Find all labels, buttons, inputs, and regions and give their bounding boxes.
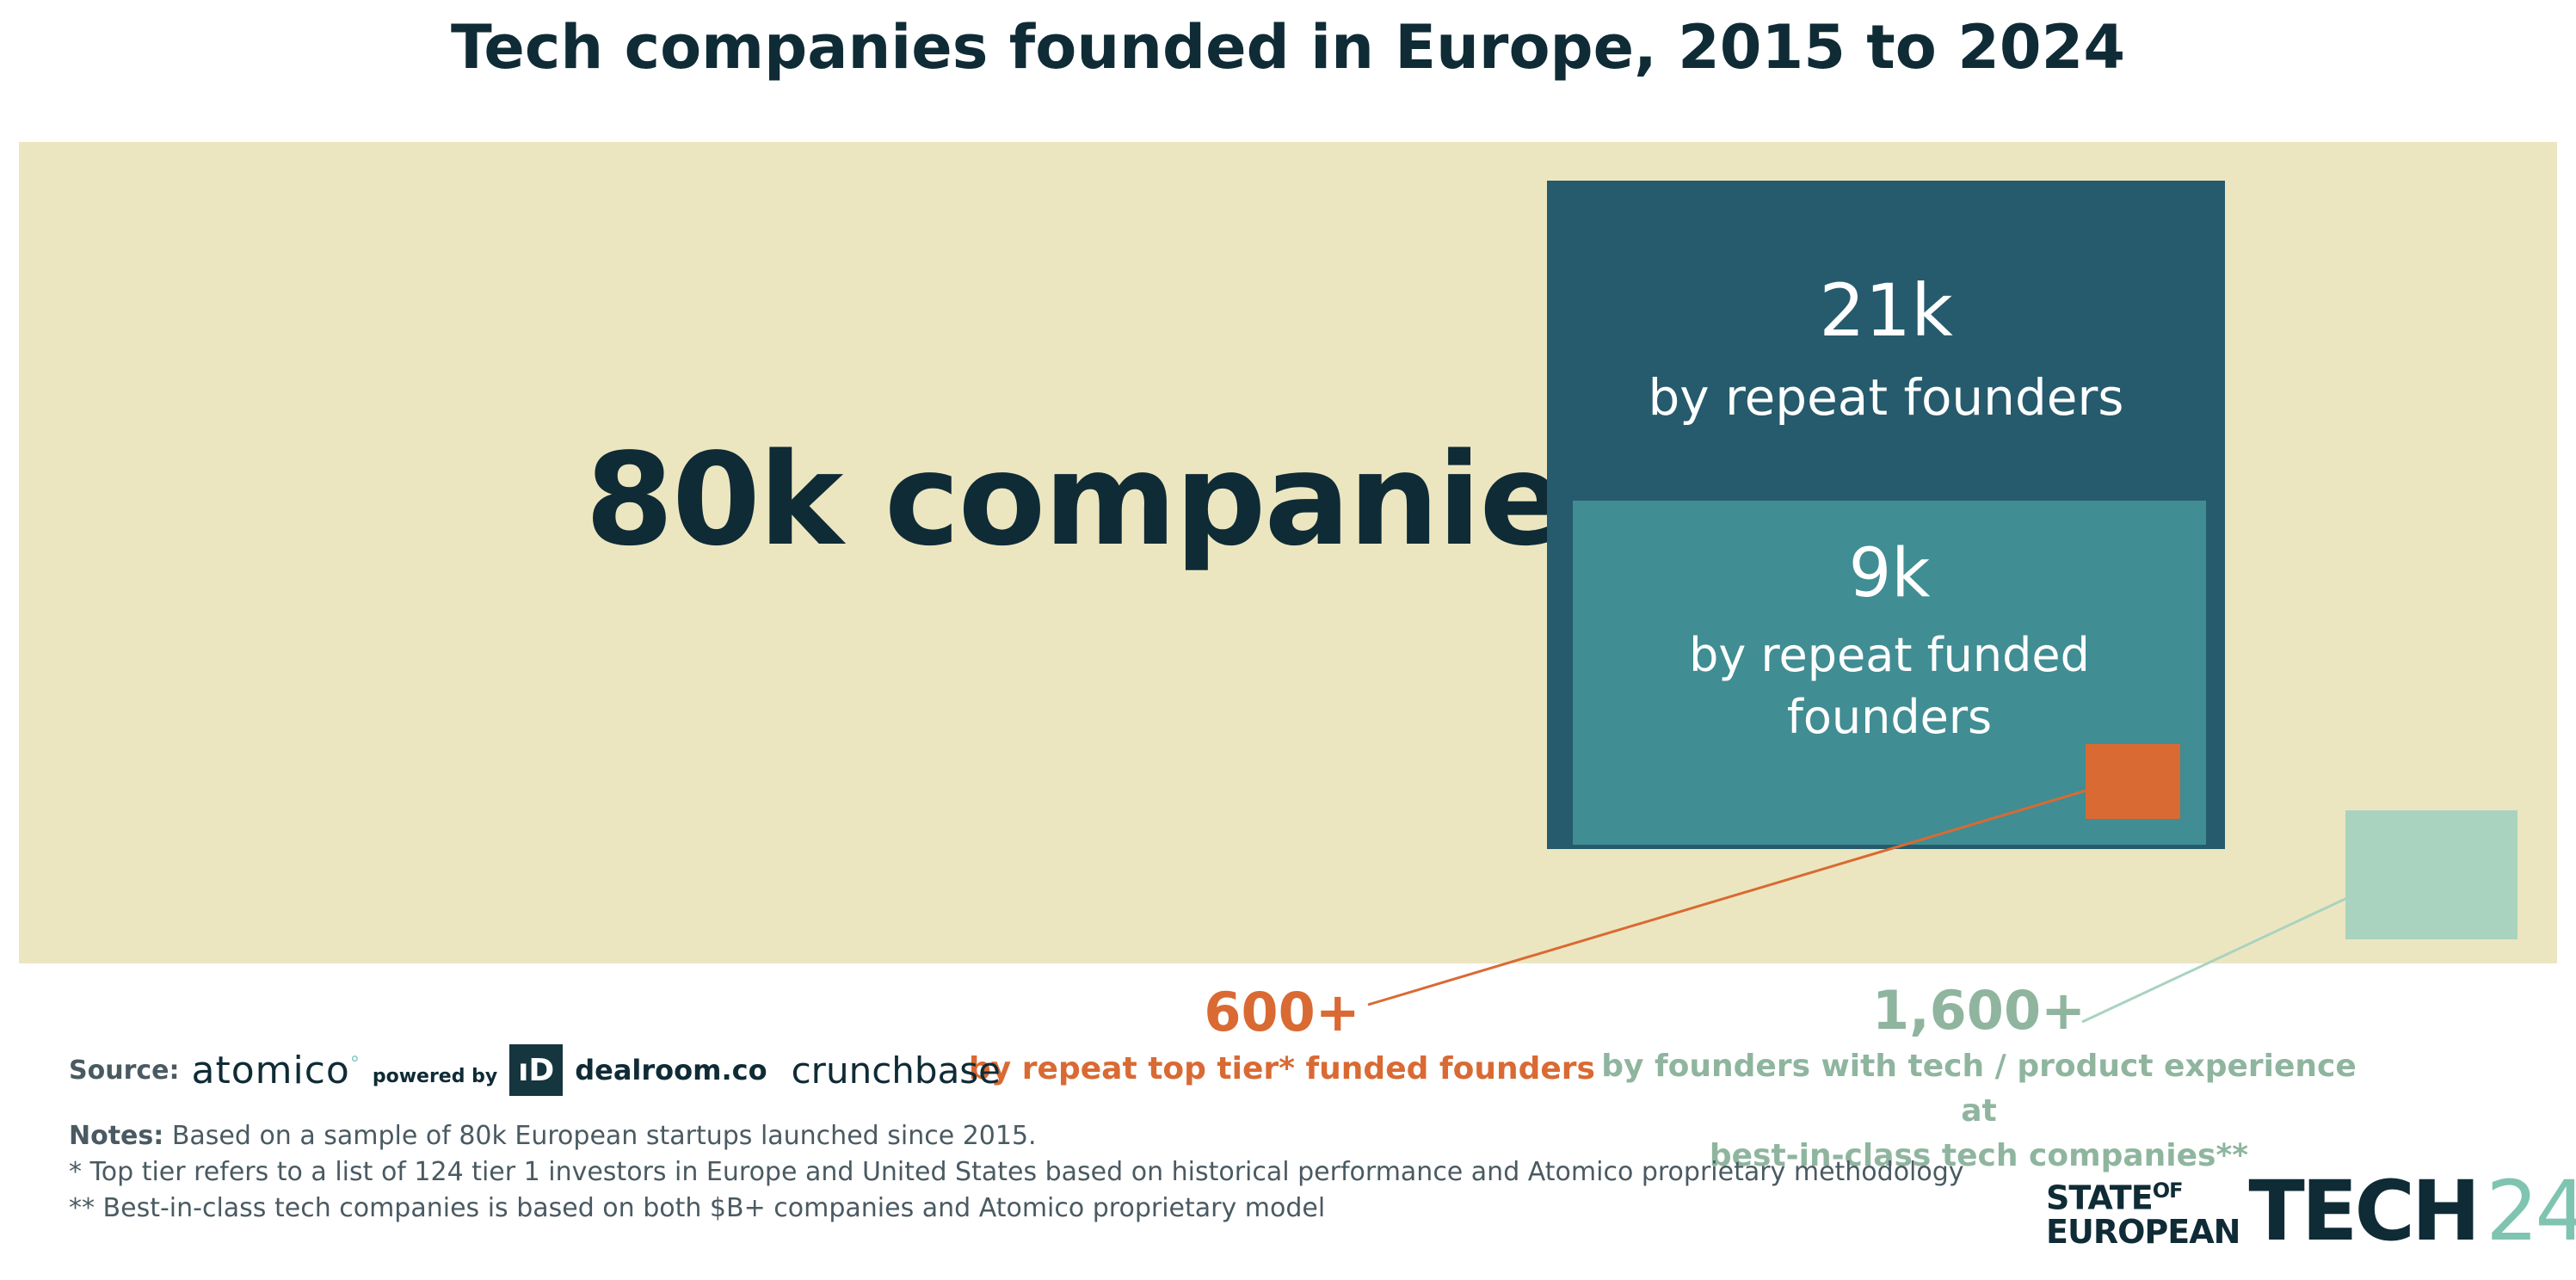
top-tier-funded-founders-label: by repeat top tier* funded founders [969, 1051, 1595, 1086]
powered-by-label: powered by [372, 1065, 498, 1087]
repeat-funded-founders-label-line-2: founders [1786, 690, 1993, 744]
total-companies-label: 80k companies [585, 426, 1640, 574]
top-tier-funded-founders-value: 600+ [1204, 981, 1360, 1043]
repeat-funded-founders-label: by repeat funded founders [1573, 625, 2206, 748]
brand-tech: TECH [2248, 1163, 2480, 1259]
notes-line-1-text: Based on a sample of 80k European startu… [171, 1121, 1037, 1151]
repeat-founders-value: 21k [1819, 268, 1953, 353]
source-row: Source: atomico° powered by ıD dealroom.… [69, 1041, 1001, 1099]
notes-line-3: ** Best-in-class tech companies is based… [69, 1193, 1326, 1223]
crunchbase-logo: crunchbase [791, 1049, 1001, 1092]
brand-state: STATE [2046, 1178, 2154, 1217]
state-of-european-tech-logo: STATEOF EUROPEAN TECH 24 [2046, 1163, 2576, 1259]
chart-title: Tech companies founded in Europe, 2015 t… [450, 12, 2126, 83]
tech-experience-label-line-2: best-in-class tech companies** [1709, 1138, 2249, 1173]
notes-label: Notes: [69, 1121, 164, 1151]
atomico-logo: atomico° [191, 1048, 361, 1092]
top-tier-funded-founders-area [2086, 744, 2180, 819]
brand-small-text: STATEOF EUROPEAN [2046, 1173, 2240, 1250]
repeat-funded-founders-value: 9k [1848, 535, 1931, 612]
repeat-founders-label: by repeat founders [1648, 368, 2124, 427]
tech-experience-founders-value: 1,600+ [1871, 979, 2086, 1042]
repeat-funded-founders-label-line-1: by repeat funded [1689, 628, 2090, 682]
dealroom-logo-icon: ıD [509, 1044, 564, 1096]
brand-european: EUROPEAN [2046, 1213, 2240, 1252]
atomico-logo-text: atomico [191, 1048, 350, 1092]
tech-experience-founders-label: by founders with tech / product experien… [1583, 1044, 2375, 1178]
tech-experience-label-line-1: by founders with tech / product experien… [1601, 1049, 2357, 1129]
brand-year: 24 [2486, 1163, 2576, 1259]
dealroom-logo: dealroom.co [575, 1054, 767, 1086]
notes-line-1: Notes: Based on a sample of 80k European… [69, 1118, 2048, 1154]
source-label: Source: [69, 1055, 180, 1086]
tech-experience-founders-area [2345, 810, 2517, 939]
notes: Notes: Based on a sample of 80k European… [69, 1118, 2048, 1227]
brand-of: OF [2152, 1178, 2184, 1203]
notes-line-2: * Top tier refers to a list of 124 tier … [69, 1157, 1964, 1187]
